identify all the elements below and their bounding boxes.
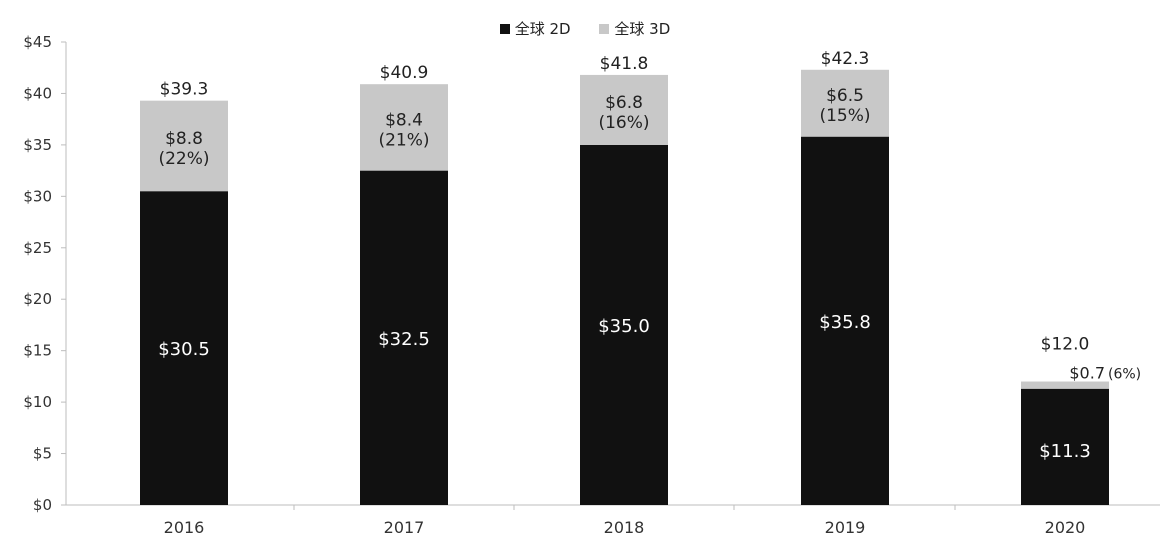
bar-3d-value-label: $6.8 [605, 93, 643, 113]
y-tick-label: $5 [33, 445, 52, 463]
x-tick-label: 2016 [164, 518, 205, 537]
bar-2d [801, 136, 889, 505]
bar-3d [801, 69, 889, 137]
bar-3d [360, 84, 448, 171]
y-tick-label: $10 [23, 393, 52, 411]
bar-3d-value-label: $8.8 [165, 129, 203, 149]
bar-total-label: $40.9 [380, 63, 429, 83]
legend-item-3d: 全球 3D [599, 18, 670, 39]
bar-3d-share-label: (16%) [598, 113, 649, 133]
bar-3d-share-label: (21%) [378, 130, 429, 150]
y-tick-label: $15 [23, 342, 52, 360]
bar-3d-share-label: (22%) [158, 149, 209, 169]
y-tick-label: $20 [23, 290, 52, 308]
bar-3d-share-label: (15%) [819, 106, 870, 126]
bar-total-label: $39.3 [160, 80, 209, 100]
y-tick-label: $30 [23, 187, 52, 205]
bar-total-label: $12.0 [1041, 335, 1090, 355]
y-tick-label: $45 [23, 33, 52, 51]
y-tick-label: $25 [23, 239, 52, 257]
bar-total-label: $42.3 [821, 49, 870, 69]
x-tick-label: 2020 [1045, 518, 1086, 537]
bar-3d [1021, 381, 1109, 389]
chart-legend: 全球 2D 全球 3D [0, 18, 1170, 39]
bar-2d-value-label: $35.8 [819, 312, 871, 333]
bar-3d-value-label: $6.5 [826, 86, 864, 106]
bar-2d [360, 170, 448, 505]
bar-2d [580, 144, 668, 505]
bar-2d-value-label: $30.5 [158, 339, 210, 360]
bar-2d-value-label: $35.0 [598, 316, 650, 337]
x-tick-label: 2017 [384, 518, 425, 537]
y-tick-label: $35 [23, 136, 52, 154]
x-tick-label: 2019 [825, 518, 866, 537]
bar-2d [140, 191, 228, 505]
bar-3d-value-label: $0.7 [1069, 364, 1105, 383]
bar-3d-share-label: (6%) [1108, 367, 1141, 383]
x-tick-label: 2018 [604, 518, 645, 537]
bar-2d [1021, 388, 1109, 505]
legend-swatch-3d [599, 24, 610, 34]
legend-swatch-2d [499, 24, 510, 34]
legend-label-3d: 全球 3D [614, 20, 671, 38]
bar-3d [580, 74, 668, 145]
bar-total-label: $41.8 [600, 54, 649, 74]
legend-item-2d: 全球 2D [499, 18, 571, 39]
bar-3d [140, 100, 228, 192]
bar-3d-value-label: $8.4 [385, 110, 423, 130]
y-tick-label: $0 [33, 496, 52, 514]
legend-label-2d: 全球 2D [514, 20, 571, 38]
y-tick-label: $40 [23, 84, 52, 102]
bar-2d-value-label: $32.5 [378, 329, 430, 350]
bar-2d-value-label: $11.3 [1039, 441, 1091, 462]
